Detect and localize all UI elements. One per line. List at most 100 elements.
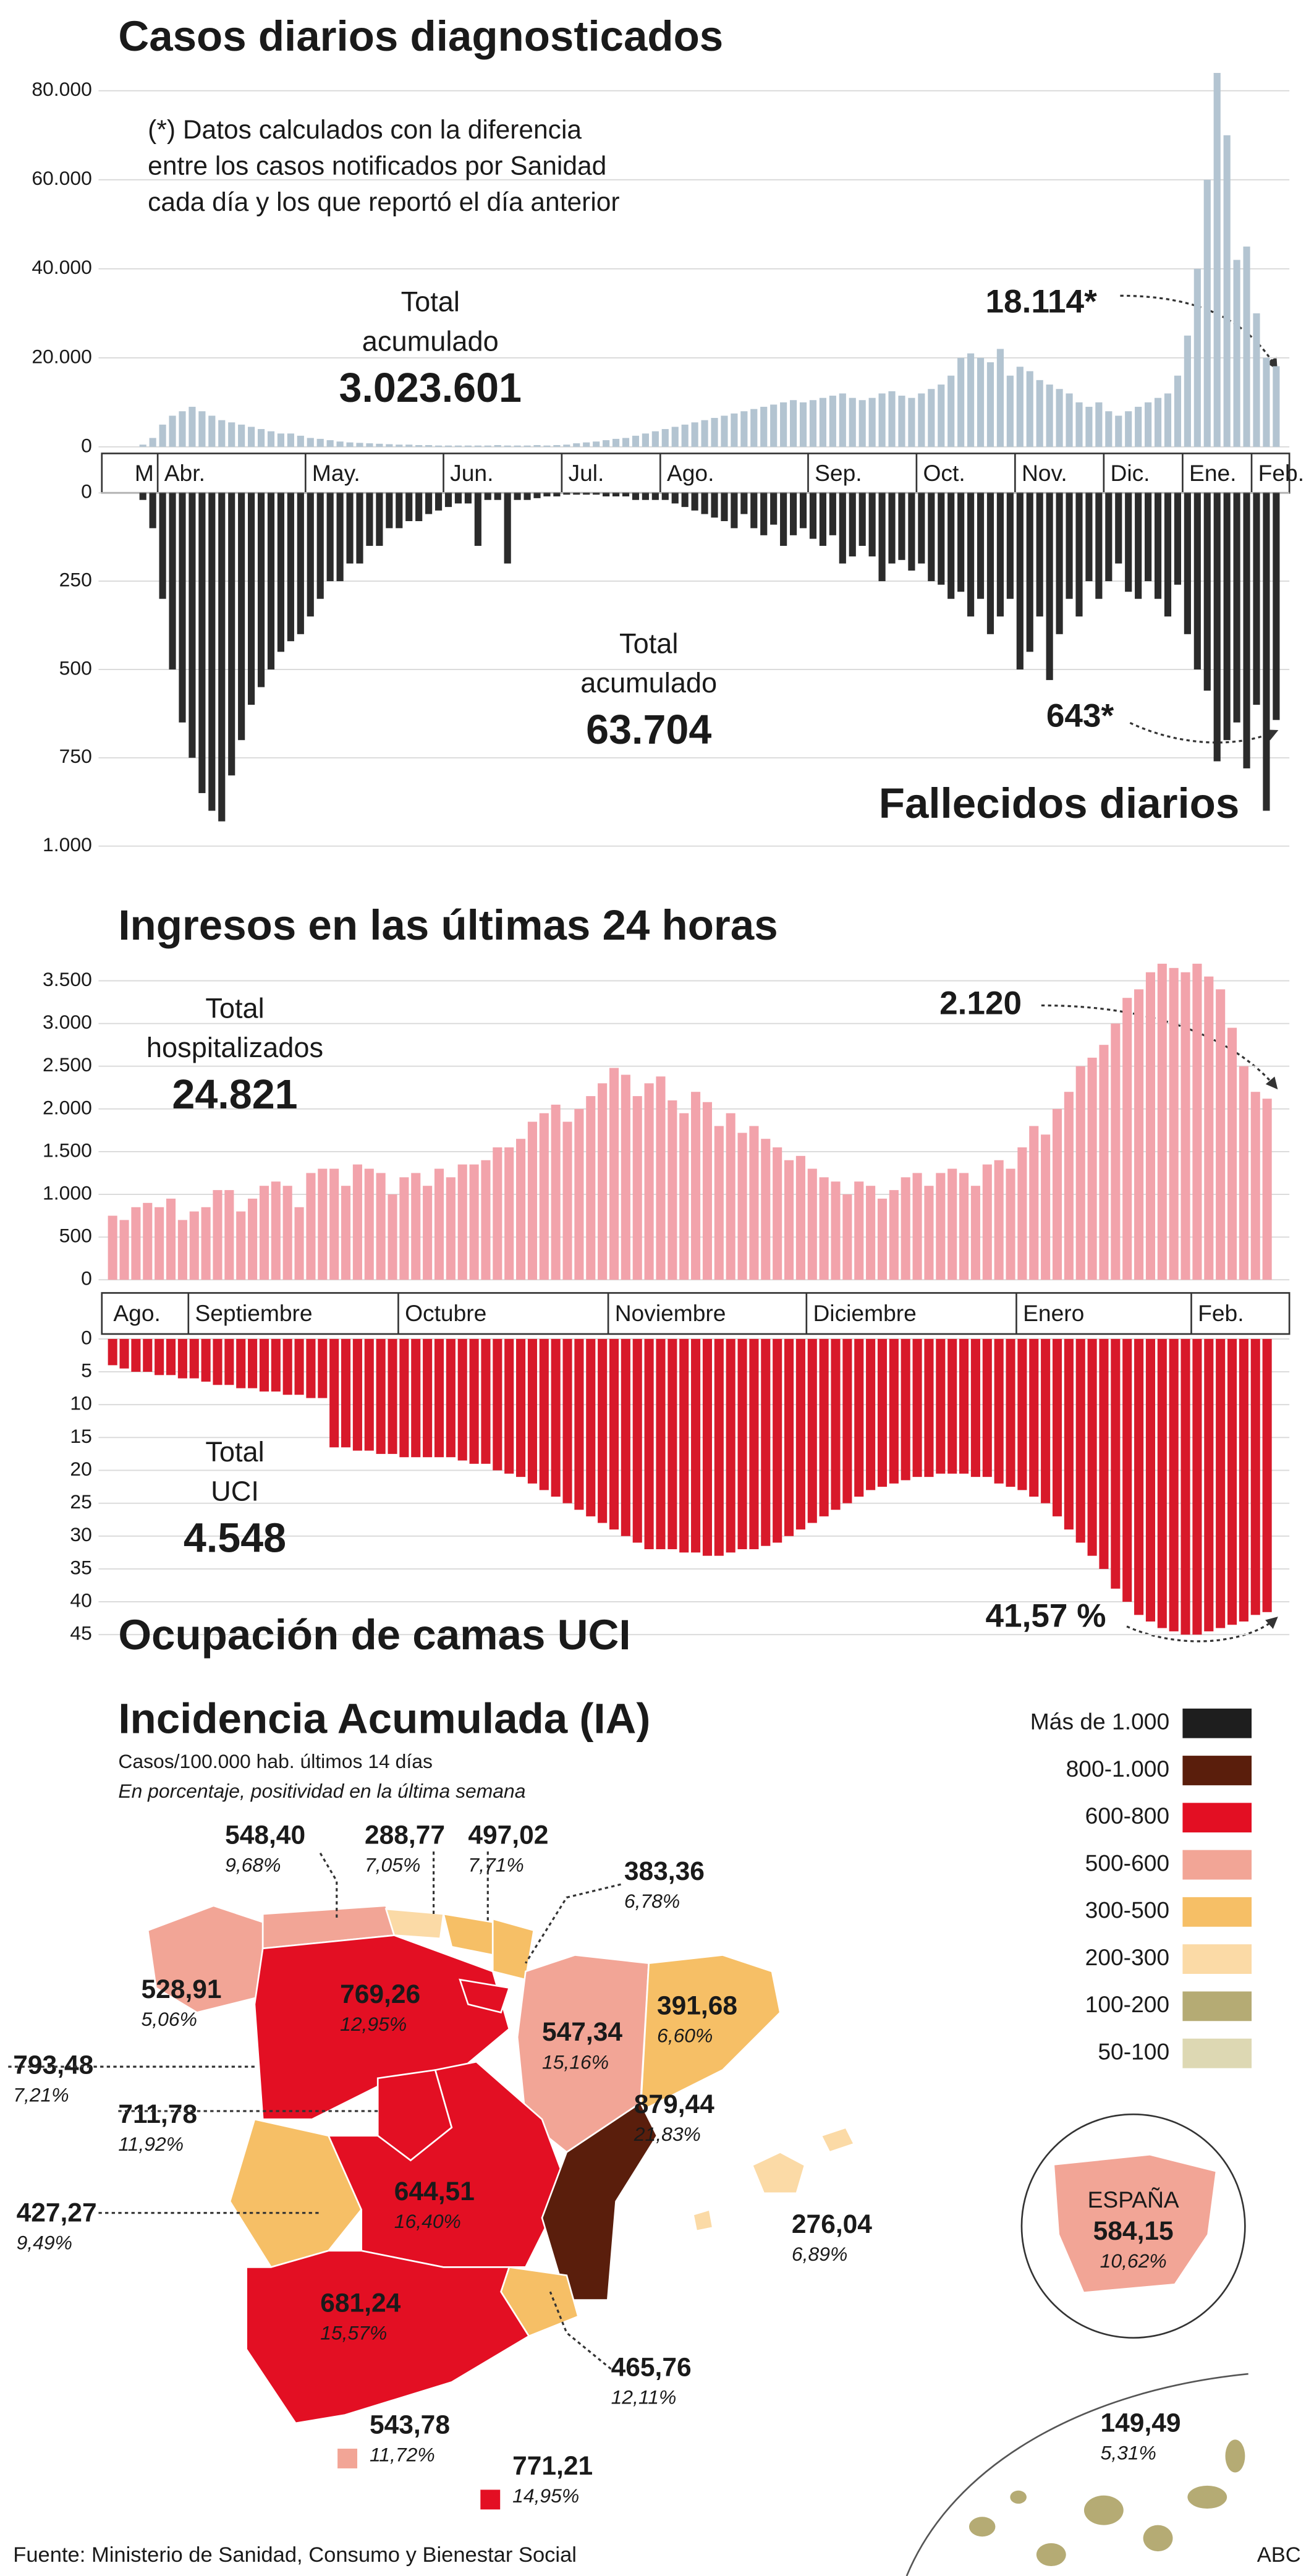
- bar: [760, 407, 768, 447]
- bar: [740, 493, 748, 514]
- bar: [1243, 493, 1250, 768]
- bar: [1263, 357, 1270, 447]
- bar: [1056, 389, 1063, 447]
- bar: [761, 1139, 771, 1280]
- bar: [1157, 963, 1167, 1280]
- region-value: 769,26: [340, 1980, 420, 2009]
- bar: [388, 1194, 397, 1280]
- total-label: Total: [401, 286, 460, 318]
- bar: [504, 1147, 514, 1280]
- bar: [1105, 493, 1113, 582]
- annotation: 643*: [1046, 697, 1114, 734]
- note: cada día y los que reportó el día anteri…: [148, 188, 619, 217]
- bar: [898, 493, 905, 560]
- bar: [543, 445, 551, 447]
- y-tick-label: 2.500: [43, 1053, 92, 1076]
- bar: [819, 1338, 829, 1516]
- x-tick-label: Jul.: [568, 460, 604, 486]
- bar: [1216, 1338, 1226, 1628]
- bar: [415, 493, 423, 521]
- bar: [721, 493, 728, 521]
- region-value: 288,77: [365, 1821, 445, 1850]
- bar: [996, 349, 1004, 447]
- bar: [259, 1338, 269, 1392]
- bar: [523, 493, 531, 500]
- region-value: 771,21: [512, 2452, 593, 2481]
- bar: [198, 493, 206, 793]
- bar: [868, 493, 876, 557]
- y-tick-label: 500: [59, 1225, 92, 1247]
- bar: [1192, 963, 1202, 1280]
- bar: [780, 493, 787, 546]
- bar: [789, 400, 797, 447]
- bar: [773, 1147, 782, 1280]
- bar: [474, 445, 481, 447]
- bar: [1125, 493, 1132, 592]
- bar: [1216, 989, 1226, 1280]
- region-value: 681,24: [320, 2289, 401, 2318]
- bar: [1184, 493, 1191, 634]
- y-tick-label: 20: [70, 1458, 91, 1480]
- bar: [1095, 493, 1103, 599]
- bar: [829, 493, 836, 535]
- region-pct: 6,78%: [624, 1890, 680, 1912]
- bar: [149, 493, 156, 529]
- bar: [671, 427, 679, 447]
- bar: [271, 1338, 281, 1392]
- total-value: 63.704: [586, 707, 711, 753]
- bar: [621, 1338, 630, 1536]
- bar: [1122, 998, 1132, 1280]
- x-tick-label: May.: [312, 460, 360, 486]
- bar: [257, 429, 265, 447]
- bar: [1263, 493, 1270, 811]
- bar: [1193, 493, 1201, 670]
- bar: [681, 493, 689, 508]
- bar: [1227, 1027, 1237, 1280]
- y-tick-label: 80.000: [32, 78, 92, 100]
- annotation: 41,57 %: [986, 1598, 1106, 1634]
- bar: [957, 493, 965, 592]
- bar: [622, 438, 630, 447]
- bar: [551, 1104, 561, 1280]
- bar: [1064, 1092, 1074, 1280]
- bar: [1017, 1147, 1027, 1280]
- bar: [1253, 313, 1260, 447]
- bar: [179, 493, 186, 723]
- bar: [306, 1173, 316, 1280]
- bar: [306, 1338, 316, 1398]
- bar: [583, 493, 590, 495]
- bar: [661, 429, 669, 447]
- bar: [668, 1100, 677, 1280]
- bar: [493, 1147, 502, 1280]
- y-tick-label: 60.000: [32, 167, 92, 189]
- bar: [1075, 1066, 1085, 1280]
- bar: [143, 1202, 153, 1280]
- region-pct: 15,16%: [542, 2051, 609, 2073]
- bar: [1134, 1338, 1144, 1615]
- bar: [1253, 493, 1260, 705]
- bar: [376, 1173, 386, 1280]
- y-tick-label: 0: [81, 1267, 92, 1290]
- y-tick-label: 1.000: [43, 833, 92, 856]
- bar: [297, 493, 304, 634]
- bar: [731, 493, 738, 529]
- bar: [586, 1096, 596, 1280]
- bar: [1180, 1338, 1190, 1635]
- bar: [533, 444, 541, 447]
- bar: [799, 493, 807, 529]
- bar: [356, 493, 363, 564]
- bar: [562, 1338, 572, 1503]
- x-tick-label: Abr.: [164, 460, 205, 486]
- bar: [1115, 493, 1122, 564]
- bar: [928, 493, 935, 582]
- bar: [523, 445, 531, 447]
- bar: [1223, 135, 1231, 447]
- bar: [603, 440, 610, 447]
- bar: [632, 1096, 642, 1280]
- bar: [632, 435, 640, 447]
- bar: [1145, 402, 1152, 447]
- bar: [671, 493, 679, 504]
- bar: [622, 493, 630, 496]
- total-value: 24.821: [172, 1072, 297, 1118]
